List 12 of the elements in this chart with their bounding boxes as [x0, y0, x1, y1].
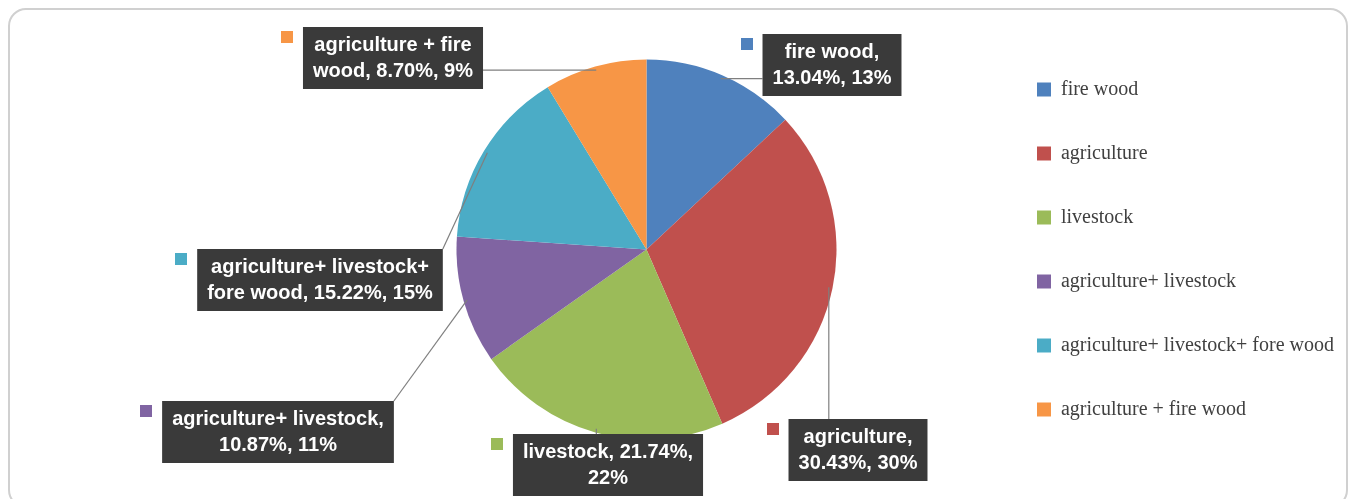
data-label: livestock, 21.74%, 22%: [522, 439, 694, 488]
legend-label: agriculture: [1060, 140, 1148, 164]
data-label: agriculture+ livestock, 10.87%, 11%: [172, 406, 384, 455]
data-label: fire wood, 13.04%, 13%: [772, 39, 892, 88]
data-label: agriculture, 30.43%, 30%: [798, 424, 918, 473]
data-label: agriculture + fire wood, 8.70%, 9%: [311, 32, 474, 81]
data-label: agriculture+ livestock+ fore wood, 15.22%, 15%: [207, 254, 434, 303]
legend-label: agriculture+ livestock: [1060, 268, 1237, 292]
legend-label: fire wood: [1060, 76, 1139, 99]
legend-label: livestock: [1060, 204, 1134, 227]
legend-label: agriculture + fire wood: [1060, 396, 1247, 420]
legend-label: agriculture+ livestock+ fore wood: [1060, 332, 1334, 356]
